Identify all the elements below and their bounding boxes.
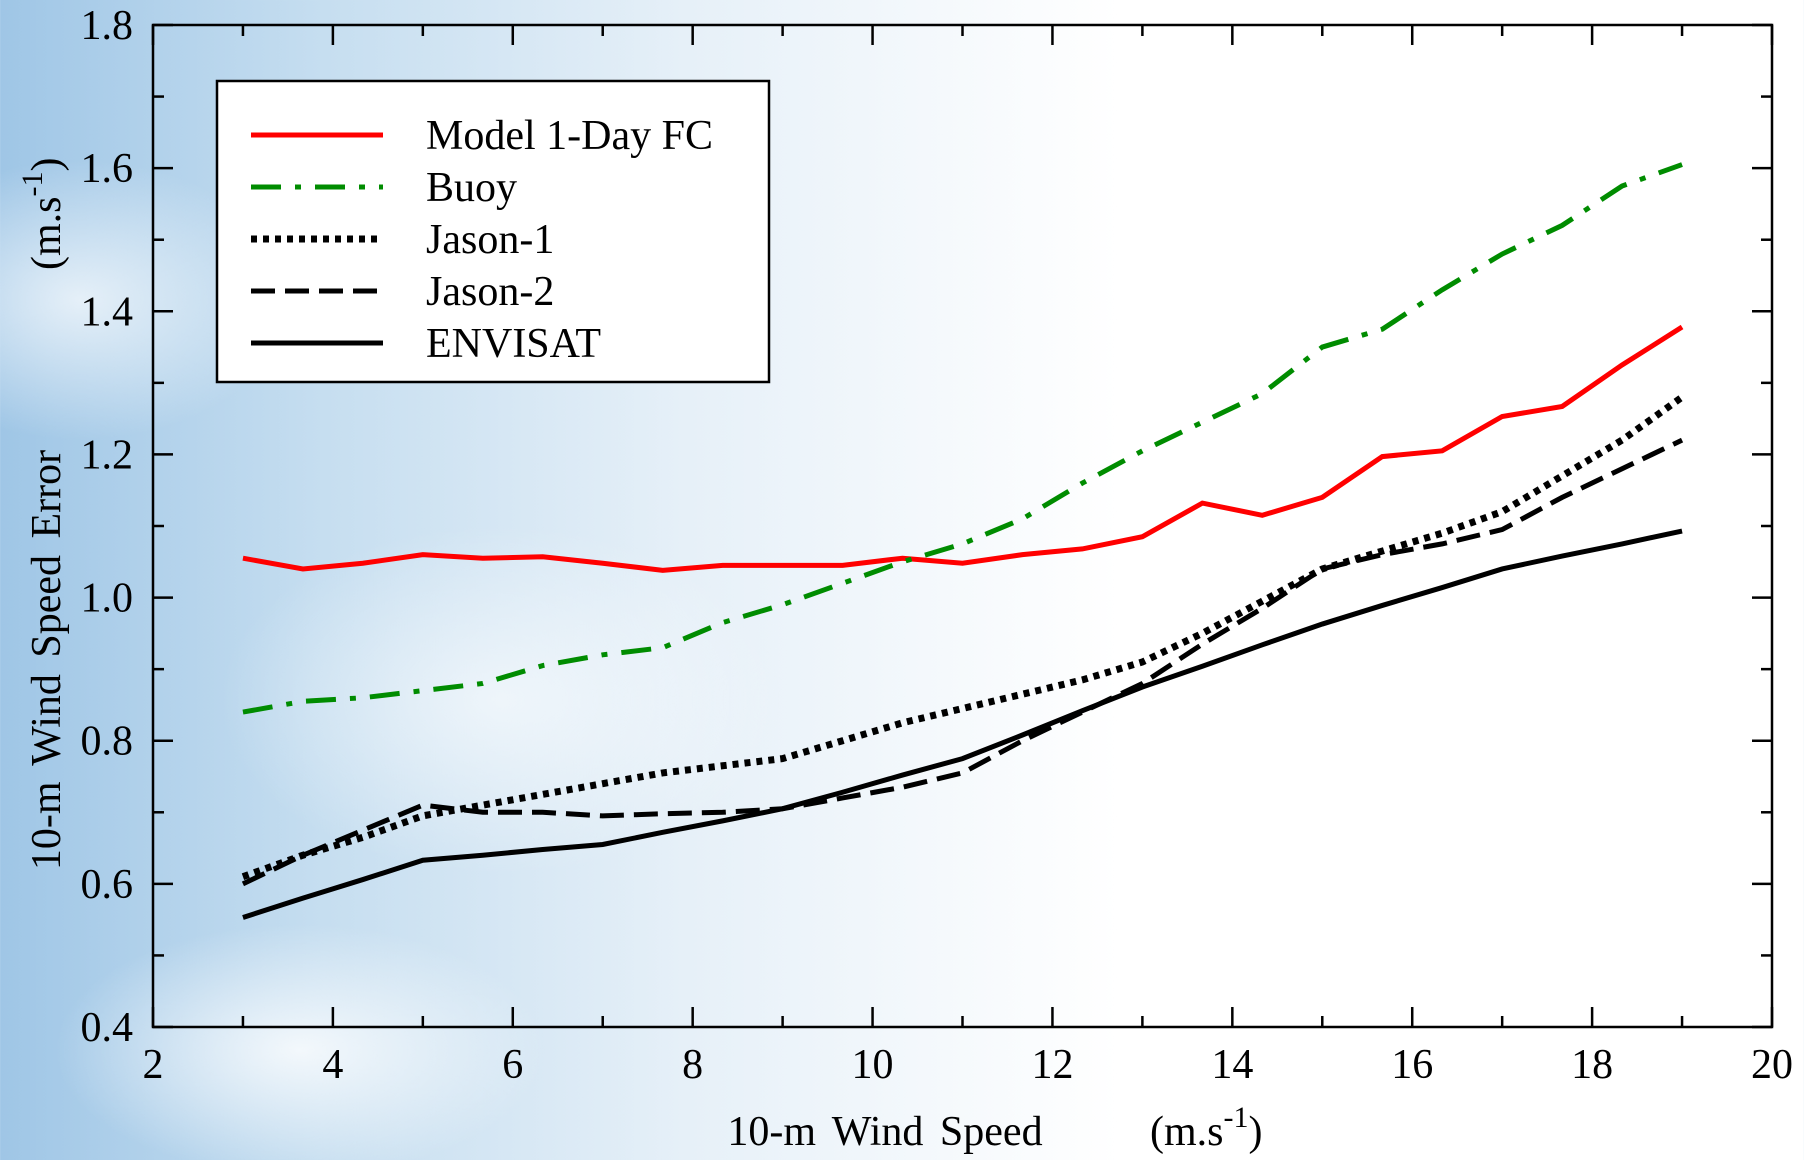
y-tick-label: 0.8 [81,719,134,765]
y-tick-label: 1.0 [81,576,134,622]
legend-label: Buoy [426,165,517,211]
x-tick-label: 16 [1391,1042,1433,1088]
legend-label: Jason-1 [426,217,554,263]
y-tick-label: 1.4 [81,289,134,335]
x-tick-label: 8 [682,1042,703,1088]
y-tick-label: 0.6 [81,862,134,908]
x-tick-label: 4 [322,1042,343,1088]
series-line [242,324,1684,573]
x-tick-label: 20 [1751,1042,1793,1088]
x-tick-label: 6 [502,1042,523,1088]
legend-box [215,79,771,384]
series-line [241,437,1684,887]
series-line [241,394,1685,880]
x-axis-unit: (m.s-1) [1150,1101,1263,1155]
y-axis-unit: (m.s-1) [16,158,70,271]
y-unit-base: (m.s [24,197,70,271]
y-tick-label: 1.2 [81,432,134,478]
y-tick-label: 0.4 [81,1005,134,1051]
y-tick-label: 1.8 [81,3,134,49]
x-tick-label: 10 [852,1042,894,1088]
x-unit-close: ) [1249,1109,1263,1155]
y-axis-label: 10-m Wind Speed Error [24,450,70,870]
x-tick-label: 14 [1211,1042,1253,1088]
legend-label: ENVISAT [426,321,601,367]
x-tick-label: 2 [143,1042,164,1088]
legend: Model 1-Day FC Buoy Jason-1 Jason-2 ENVISAT [215,79,771,384]
x-axis-label: 10-m Wind Speed [727,1109,1042,1155]
x-tick-label: 18 [1571,1042,1613,1088]
legend-label: Jason-2 [426,269,554,315]
x-tick-label: 12 [1031,1042,1073,1088]
x-unit-base: (m.s [1150,1109,1224,1155]
y-unit-sup: -1 [16,172,49,197]
series-line [242,528,1683,920]
y-tick-label: 1.6 [81,146,134,192]
y-unit-close: ) [24,158,70,172]
legend-label: Model 1-Day FC [426,113,713,159]
x-unit-sup: -1 [1224,1101,1249,1134]
series-line [242,162,1683,715]
